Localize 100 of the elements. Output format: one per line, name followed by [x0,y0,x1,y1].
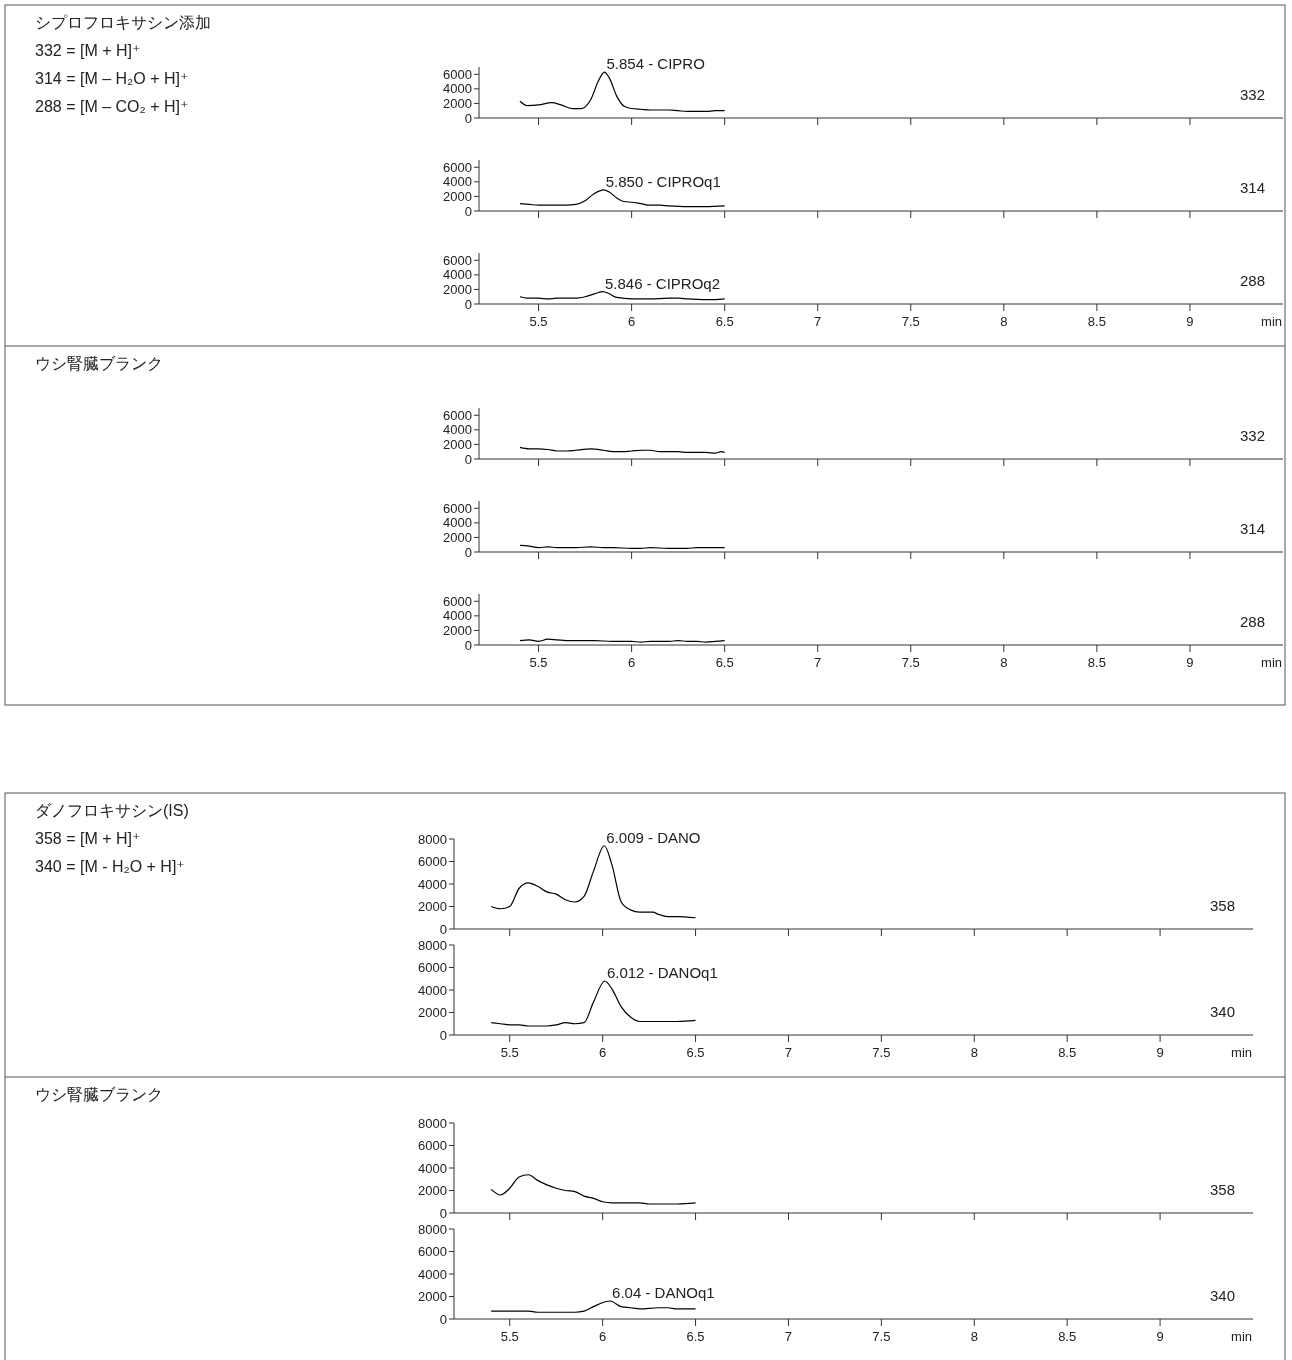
y-tick-label: 4000 [443,267,472,283]
y-tick-label: 2000 [443,622,472,638]
x-tick-label: 8.5 [1087,314,1106,329]
x-tick-label: 7.5 [872,1045,891,1060]
x-tick-label: 9 [1186,314,1194,329]
text: ウシ腎臓ブランク [35,355,163,372]
text: 358 [1209,1181,1235,1198]
y-tick-label: 4000 [443,174,472,190]
y-tick-label: 6000 [418,1244,447,1260]
x-tick-label: 5.5 [500,1045,519,1060]
y-tick-label: 6000 [418,960,447,976]
annotation: 6.012 - DANOq1 [606,964,718,981]
y-tick-label: 0 [464,110,472,126]
line-series [490,1300,697,1313]
y-tick-label: 2000 [443,188,472,204]
x-axis-title: min [1261,314,1282,329]
x-tick-label: 6 [627,314,636,329]
y-tick-label: 8000 [418,1115,447,1131]
x-tick-label: 7 [814,314,822,329]
x-axis-title: min [1231,1329,1252,1344]
y-tick-label: 6000 [443,252,472,268]
x-tick-label: 9 [1156,1045,1164,1060]
y-tick-label: 2000 [443,281,472,297]
y-tick-label: 8000 [418,937,447,953]
text: 288 [1239,272,1265,289]
text: 314 [1239,179,1265,196]
x-tick-label: 8.5 [1058,1045,1077,1060]
x-tick-label: 5.5 [529,655,548,670]
text: 340 [1209,1287,1235,1304]
text: 332 [1239,86,1265,103]
y-tick-label: 2000 [418,1289,447,1305]
x-tick-label: 6.5 [686,1329,705,1344]
y-tick-label: 6000 [443,500,472,516]
x-tick-label: 6.5 [686,1045,705,1060]
y-tick-label: 4000 [418,876,447,892]
text: 288 [1239,613,1265,630]
text: 332 [1239,427,1265,444]
y-tick-label: 6000 [418,854,447,870]
x-tick-label: 8 [970,1045,978,1060]
x-tick-label: 7 [784,1329,793,1344]
line-series [490,980,697,1027]
y-tick-label: 6000 [443,593,472,609]
x-tick-label: 5.5 [500,1329,519,1344]
y-tick-label: 2000 [443,436,472,452]
x-axis-title: min [1261,655,1282,670]
y-tick-label: 0 [464,296,472,312]
x-tick-label: 6.5 [715,314,734,329]
text: ダノフロキサシン(IS) [35,802,189,819]
line-series [490,1174,697,1205]
annotation: 5.854 - CIPRO [606,55,705,73]
annotation: 5.850 - CIPROq1 [605,172,721,190]
y-tick-label: 4000 [418,1160,447,1176]
x-tick-label: 8 [1000,314,1008,329]
text: 358 = [M + H]⁺ [35,830,141,847]
y-tick-label: 0 [439,1311,447,1327]
y-tick-label: 6000 [418,1138,447,1154]
y-tick-label: 0 [439,1205,447,1221]
y-tick-label: 4000 [418,1266,447,1282]
y-tick-label: 4000 [418,982,447,998]
text: 358 [1209,897,1235,914]
y-tick-label: 4000 [443,81,472,97]
y-tick-label: 2000 [418,1183,447,1199]
y-tick-label: 0 [464,544,472,560]
y-tick-label: 2000 [418,1005,447,1021]
y-tick-label: 8000 [418,1221,447,1237]
text: 288 = [M – CO₂ + H]⁺ [35,98,189,115]
annotation: 6.009 - DANO [606,828,701,846]
x-tick-label: 6.5 [715,655,734,670]
y-tick-label: 0 [464,203,472,219]
y-tick-label: 4000 [443,608,472,624]
x-tick-label: 5.5 [529,314,548,329]
text: 340 = [M - H₂O + H]⁺ [35,858,185,875]
line-series [519,189,726,208]
text: ウシ腎臓ブランク [35,1086,163,1103]
y-tick-label: 0 [464,637,472,653]
x-tick-label: 7.5 [901,314,920,329]
x-tick-label: 8 [1000,655,1008,670]
x-tick-label: 9 [1156,1329,1164,1344]
y-tick-label: 8000 [418,831,447,847]
y-tick-label: 0 [464,451,472,467]
text: 332 = [M + H]⁺ [35,42,141,59]
x-tick-label: 6 [599,1045,607,1060]
x-tick-label: 7.5 [872,1329,891,1344]
x-tick-label: 6 [599,1329,607,1344]
x-tick-label: 7.5 [901,655,920,670]
x-tick-label: 8.5 [1058,1329,1077,1344]
annotation: 6.04 - DANOq1 [612,1284,715,1301]
y-tick-label: 6000 [443,407,472,423]
text: シプロフロキサシン添加 [35,14,211,31]
y-tick-label: 4000 [443,515,472,531]
y-tick-label: 2000 [418,899,447,915]
x-tick-label: 9 [1186,655,1194,670]
y-tick-label: 4000 [443,422,472,438]
y-tick-label: 0 [439,1027,447,1043]
line-series [490,845,697,919]
x-tick-label: 6 [627,655,636,670]
x-tick-label: 8.5 [1087,655,1106,670]
y-tick-label: 2000 [443,95,472,111]
x-tick-label: 7 [784,1045,793,1060]
x-axis-title: min [1231,1045,1252,1060]
